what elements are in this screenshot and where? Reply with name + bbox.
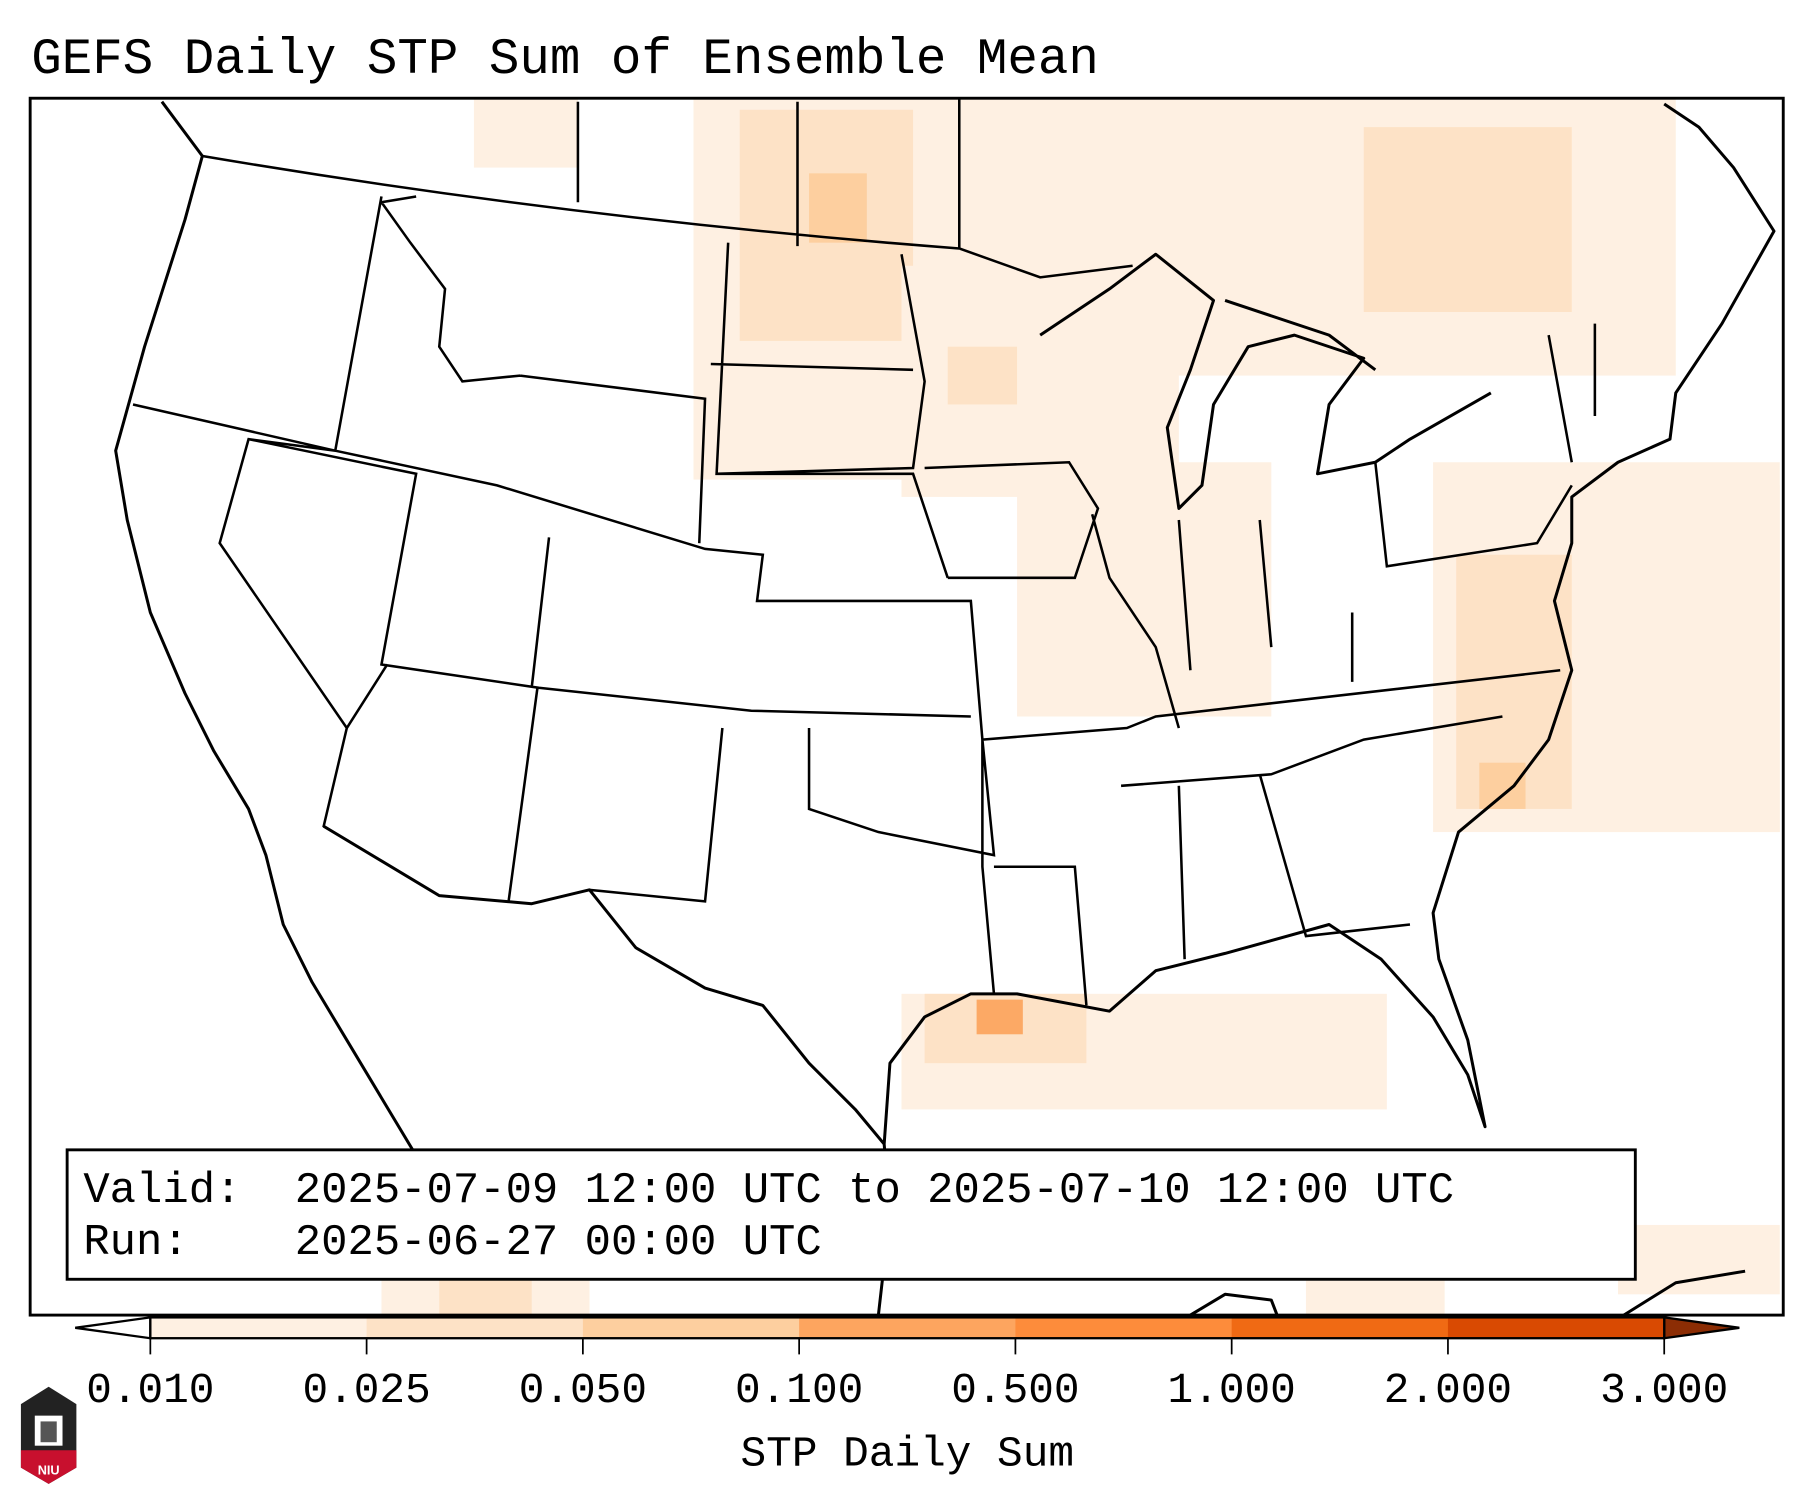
colorbar-segment [366, 1317, 584, 1339]
colorbar-tick-label: 0.050 [519, 1366, 647, 1415]
map-frame [28, 96, 1785, 1317]
colorbar-under-triangle [75, 1316, 152, 1340]
info-box: Valid: 2025-07-09 12:00 UTC to 2025-07-1… [65, 1148, 1637, 1281]
colorbar: 0.010 0.025 0.050 0.100 0.500 1.000 2.000 3.000… [75, 1316, 1740, 1478]
colorbar-segment [1231, 1317, 1449, 1339]
colorbar-tick-label: 1.000 [1168, 1366, 1296, 1415]
colorbar-label: STP Daily Sum [741, 1429, 1075, 1478]
niu-logo: NIU [20, 1386, 77, 1484]
colorbar-tick-label: 0.100 [735, 1366, 863, 1415]
figure-title: GEFS Daily STP Sum of Ensemble Mean [31, 32, 1099, 89]
niu-logo-text: NIU [38, 1463, 60, 1478]
colorbar-segment [1015, 1317, 1233, 1339]
run-label: Run: [83, 1218, 188, 1268]
colorbar-segment [1447, 1317, 1665, 1339]
colorbar-segment [150, 1317, 368, 1339]
map-panel [28, 96, 1785, 1317]
state-borders [132, 98, 1597, 1006]
valid-value: 2025-07-09 12:00 UTC to 2025-07-10 12:00… [295, 1166, 1454, 1216]
colorbar-tick-label: 2.000 [1384, 1366, 1512, 1415]
colorbar-segment [582, 1317, 800, 1339]
colorbar-segment [799, 1317, 1016, 1339]
stp-shading [381, 98, 1780, 1316]
great-lakes-outline [1039, 252, 1492, 510]
valid-label: Valid: [83, 1166, 241, 1216]
colorbar-tick-label: 0.010 [86, 1366, 214, 1415]
colorbar-outline [149, 1316, 1666, 1340]
colorbar-tick-label: 3.000 [1600, 1366, 1728, 1415]
colorbar-over-triangle [1663, 1316, 1740, 1340]
run-value: 2025-06-27 00:00 UTC [295, 1218, 822, 1268]
colorbar-tick-label: 0.025 [302, 1366, 430, 1415]
colorbar-tick-label: 0.500 [951, 1366, 1079, 1415]
